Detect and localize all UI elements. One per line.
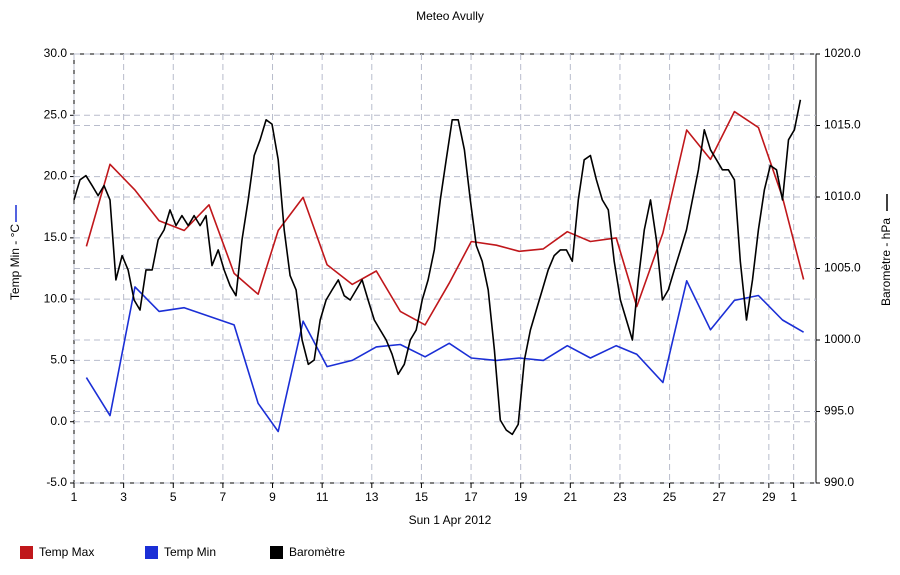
x-tick-label: 11 bbox=[316, 490, 329, 504]
x-tick-label: 25 bbox=[663, 490, 677, 504]
x-tick-label: 1 bbox=[71, 490, 78, 504]
x-tick-label: 17 bbox=[464, 490, 478, 504]
chart-title: Meteo Avully bbox=[416, 9, 484, 23]
x-tick-label: 29 bbox=[762, 490, 776, 504]
x-tick-label: 9 bbox=[269, 490, 276, 504]
x-tick-label: 21 bbox=[564, 490, 578, 504]
series-line bbox=[85, 110, 805, 326]
y2-tick-label: 1005.0 bbox=[824, 261, 861, 275]
legend-swatch bbox=[20, 546, 33, 559]
y-tick-label: 15.0 bbox=[44, 230, 68, 244]
y-tick-label: 5.0 bbox=[50, 353, 67, 367]
x-tick-label: 5 bbox=[170, 490, 177, 504]
series-line bbox=[85, 280, 805, 433]
x-tick-label: 19 bbox=[514, 490, 528, 504]
y2-tick-label: 1015.0 bbox=[824, 118, 861, 132]
y-tick-label: 10.0 bbox=[44, 291, 68, 305]
legend-swatch bbox=[270, 546, 283, 559]
y-tick-label: 30.0 bbox=[44, 46, 68, 60]
legend-label: Baromètre bbox=[289, 545, 345, 559]
x-tick-label: 23 bbox=[613, 490, 627, 504]
y-tick-label: -5.0 bbox=[46, 475, 67, 489]
x-tick-label: 3 bbox=[120, 490, 127, 504]
legend-swatch bbox=[145, 546, 158, 559]
y2-tick-label: 1010.0 bbox=[824, 189, 861, 203]
y-tick-label: 20.0 bbox=[44, 169, 68, 183]
y2-tick-label: 1000.0 bbox=[824, 332, 861, 346]
y-tick-label: 0.0 bbox=[50, 414, 67, 428]
legend-label: Temp Max bbox=[39, 545, 94, 559]
y2-tick-label: 995.0 bbox=[824, 404, 854, 418]
x-axis-label: Sun 1 Apr 2012 bbox=[409, 513, 492, 527]
legend-label: Temp Min bbox=[164, 545, 216, 559]
x-tick-label: 27 bbox=[713, 490, 727, 504]
series-line bbox=[73, 99, 802, 436]
x-tick-label: 7 bbox=[220, 490, 227, 504]
y2-tick-label: 1020.0 bbox=[824, 46, 861, 60]
x-tick-label: 13 bbox=[365, 490, 379, 504]
y2-tick-label: 990.0 bbox=[824, 475, 854, 489]
y-tick-label: 25.0 bbox=[44, 107, 68, 121]
y-axis-label: Temp Min - °C bbox=[8, 224, 22, 300]
x-tick-label: 1 bbox=[790, 490, 797, 504]
y2-axis-label: Baromètre - hPa bbox=[879, 218, 893, 306]
x-tick-label: 15 bbox=[415, 490, 429, 504]
